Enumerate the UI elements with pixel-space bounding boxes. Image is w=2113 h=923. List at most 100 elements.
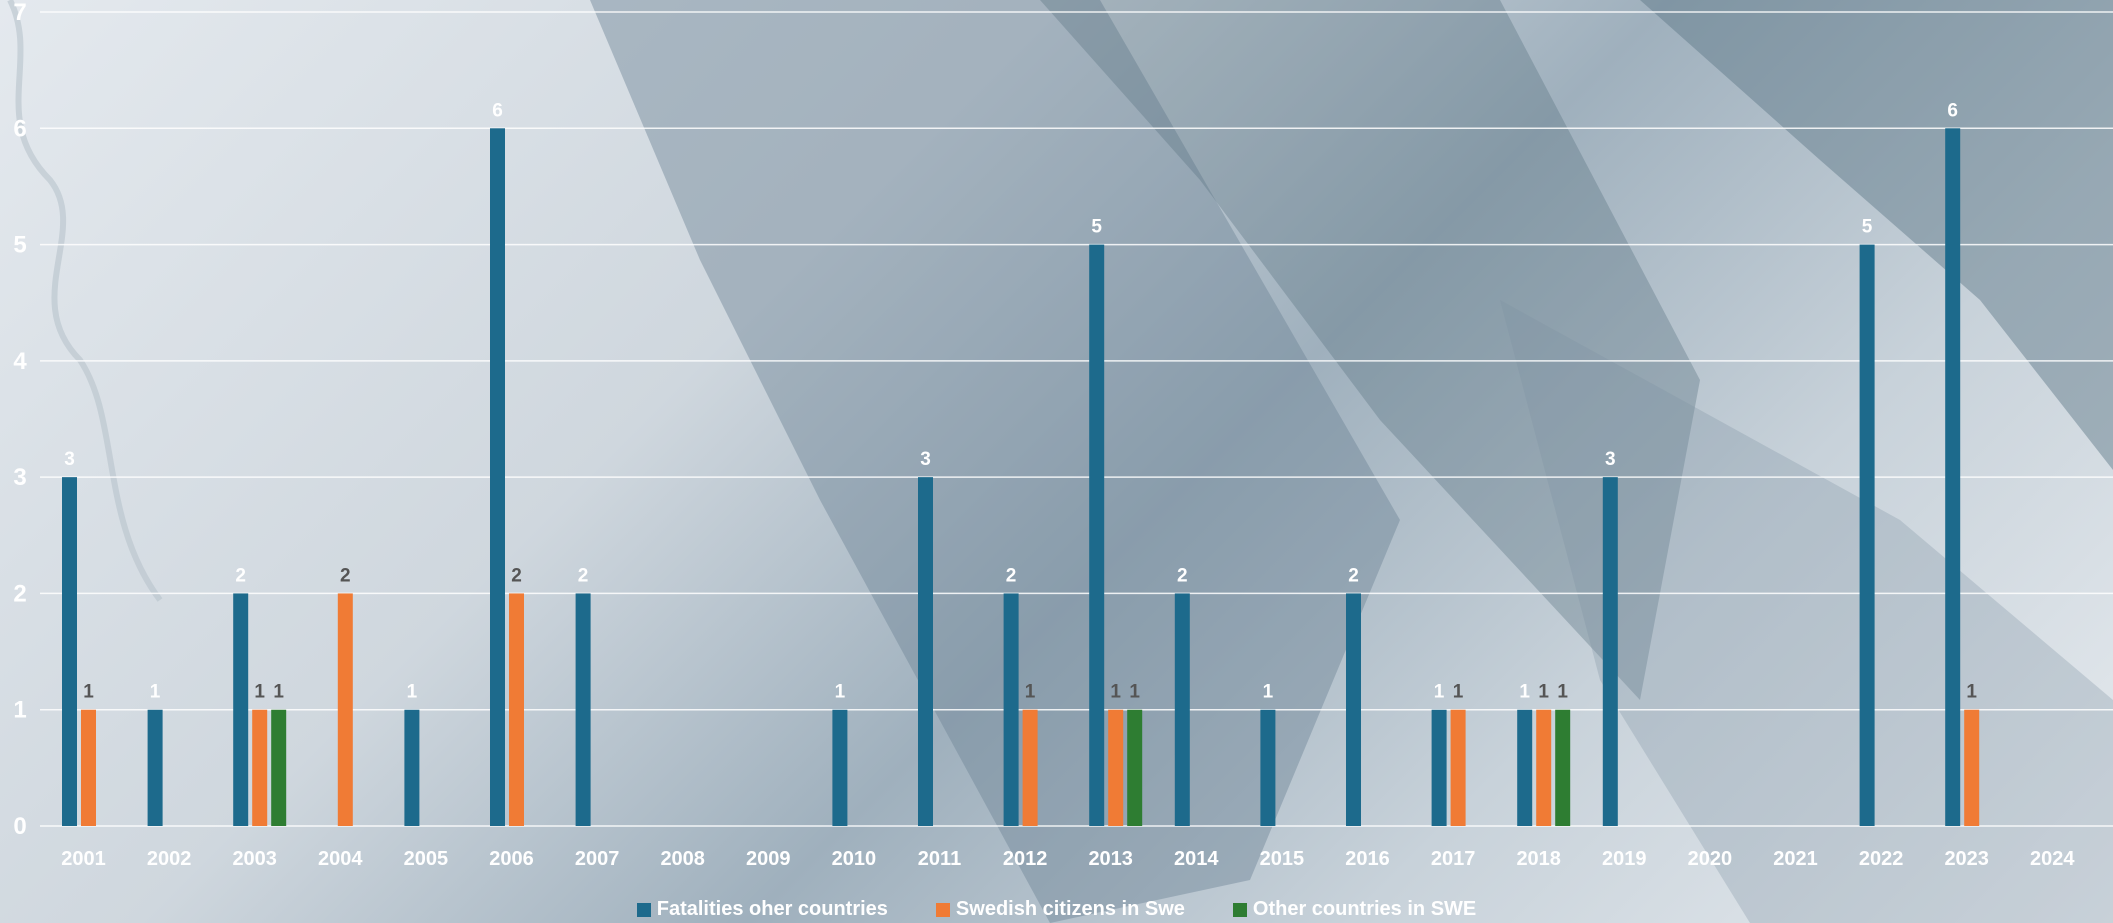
data-label-series-1: 1 xyxy=(1434,682,1445,703)
bar-series-2 xyxy=(81,709,96,826)
data-label-series-1: 5 xyxy=(1091,217,1102,238)
x-tick-label: 2011 xyxy=(918,848,961,870)
legend-label-other-in-swe: Other countries in SWE xyxy=(1252,898,1477,920)
x-tick-label: 2020 xyxy=(1688,848,1733,870)
legend-label-fatalities-other: Fatalities oher countries xyxy=(656,898,888,920)
x-tick-label: 2008 xyxy=(660,848,705,870)
bar-series-1 xyxy=(1003,593,1019,826)
data-label-series-2: 1 xyxy=(1966,682,1977,703)
bar-series-3 xyxy=(1555,709,1571,826)
x-axis-ticks: 2001 2002 2003 2004 2005 2006 2007 2008 2009 2010… xyxy=(61,848,2075,870)
legend-item-swedish-in-swe: Swedish citizens in Swe xyxy=(935,898,1185,921)
data-label-series-2: 1 xyxy=(1025,682,1036,703)
x-tick-label: 2007 xyxy=(575,848,620,870)
data-label-series-1: 3 xyxy=(64,449,75,470)
bar-series-2 xyxy=(337,593,353,826)
bar-series-2 xyxy=(509,593,524,826)
y-tick-label: 0 xyxy=(13,813,26,840)
data-label-series-2: 2 xyxy=(340,565,351,586)
data-label-series-1: 2 xyxy=(1177,565,1188,586)
x-tick-label: 2021 xyxy=(1773,848,1818,870)
x-tick-label: 2005 xyxy=(404,848,449,870)
x-tick-label: 2023 xyxy=(1944,848,1989,870)
data-label-series-2: 1 xyxy=(83,682,94,703)
data-label-series-3: 1 xyxy=(273,682,284,703)
bar-series-2 xyxy=(252,709,268,826)
bar-series-1 xyxy=(1431,709,1447,826)
data-label-series-1: 1 xyxy=(150,682,161,703)
bar-series-2 xyxy=(1022,709,1038,826)
data-label-series-1: 1 xyxy=(1263,682,1274,703)
legend-label-swedish-in-swe: Swedish citizens in Swe xyxy=(955,898,1185,920)
bar-series-2 xyxy=(1450,709,1466,826)
legend-swatch-swedish-in-swe xyxy=(935,902,950,917)
bar-series-1 xyxy=(575,593,591,826)
x-tick-label: 2022 xyxy=(1859,848,1904,870)
x-tick-label: 2006 xyxy=(489,848,534,870)
bar-series-1 xyxy=(918,477,933,826)
legend-swatch-fatalities-other xyxy=(636,902,651,917)
data-label-series-1: 2 xyxy=(1348,565,1359,586)
x-tick-label: 2001 xyxy=(61,848,106,870)
bar-series-1 xyxy=(832,709,848,826)
bar-series-1 xyxy=(1346,593,1361,826)
data-label-series-1: 6 xyxy=(492,100,503,121)
bar-series-2 xyxy=(1964,709,1980,826)
data-label-series-1: 3 xyxy=(920,449,931,470)
data-label-series-1: 2 xyxy=(1006,565,1017,586)
bars xyxy=(62,128,1980,827)
bar-series-1 xyxy=(147,709,163,826)
x-tick-label: 2012 xyxy=(1003,848,1048,870)
data-label-series-2: 1 xyxy=(1110,682,1121,703)
x-tick-label: 2019 xyxy=(1602,848,1647,870)
x-tick-label: 2010 xyxy=(832,848,877,870)
legend-item-other-in-swe: Other countries in SWE xyxy=(1232,898,1477,921)
data-label-series-2: 1 xyxy=(1538,682,1549,703)
x-tick-label: 2018 xyxy=(1516,848,1561,870)
x-tick-label: 2009 xyxy=(746,848,791,870)
legend-item-fatalities-other: Fatalities oher countries xyxy=(636,898,888,921)
data-label-series-1: 2 xyxy=(578,565,589,586)
x-tick-label: 2015 xyxy=(1260,848,1305,870)
y-axis-ticks: 0 1 2 3 4 5 6 7 xyxy=(13,0,27,840)
bar-series-2 xyxy=(1536,709,1552,826)
data-label-series-3: 1 xyxy=(1557,682,1568,703)
data-label-series-1: 1 xyxy=(1519,682,1530,703)
y-tick-label: 4 xyxy=(13,348,27,375)
x-tick-label: 2002 xyxy=(147,848,192,870)
data-label-series-1: 1 xyxy=(407,682,418,703)
x-tick-label: 2013 xyxy=(1088,848,1133,870)
x-tick-label: 2017 xyxy=(1431,848,1476,870)
bar-series-1 xyxy=(1517,709,1533,826)
y-tick-label: 6 xyxy=(13,115,26,142)
bar-series-1 xyxy=(1174,593,1190,826)
bar-series-1 xyxy=(1602,477,1618,826)
bar-series-1 xyxy=(1859,244,1875,827)
bar-series-1 xyxy=(1089,244,1105,827)
bar-series-1 xyxy=(404,709,420,826)
legend-swatch-other-in-swe xyxy=(1232,902,1247,917)
x-tick-label: 2024 xyxy=(2030,848,2075,870)
bar-series-1 xyxy=(62,477,77,826)
x-tick-label: 2016 xyxy=(1345,848,1390,870)
data-label-series-2: 1 xyxy=(1453,682,1464,703)
legend: Fatalities oher countries Swedish citize… xyxy=(0,898,2113,921)
gridlines xyxy=(40,11,2113,827)
bar-series-3 xyxy=(271,709,287,826)
bar-series-1 xyxy=(233,593,249,826)
bar-series-1 xyxy=(1260,709,1276,826)
bar-series-3 xyxy=(1127,709,1143,826)
data-label-series-1: 2 xyxy=(235,565,246,586)
bar-series-2 xyxy=(1108,709,1124,826)
bar-series-1 xyxy=(490,128,505,827)
data-label-series-1: 3 xyxy=(1605,449,1616,470)
data-label-series-1: 6 xyxy=(1947,100,1958,121)
x-tick-label: 2003 xyxy=(232,848,277,870)
y-tick-label: 7 xyxy=(13,0,26,26)
bar-series-1 xyxy=(1945,128,1961,827)
data-label-series-1: 1 xyxy=(835,682,846,703)
data-label-series-2: 2 xyxy=(511,565,522,586)
